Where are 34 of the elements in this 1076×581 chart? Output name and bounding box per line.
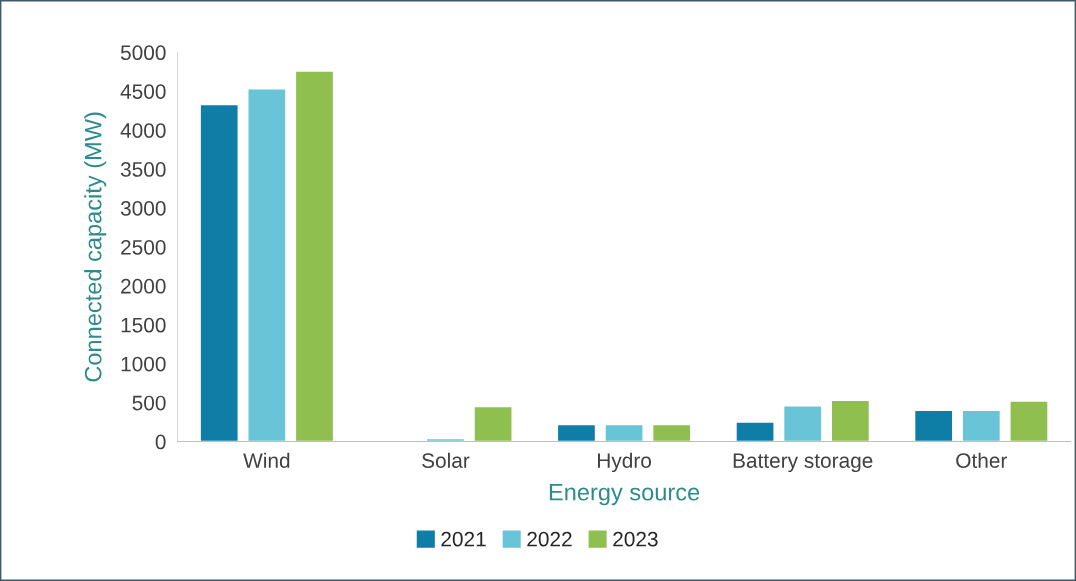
- legend-label: 2023: [613, 531, 658, 547]
- y-tick-label: 1000: [121, 356, 166, 372]
- legend-label: 2021: [441, 531, 486, 547]
- y-tick-label: 4000: [120, 123, 166, 138]
- legend-label: 2022: [527, 531, 572, 547]
- y-tick-label: 5000: [120, 45, 166, 61]
- bar: [473, 405, 513, 442]
- y-tick-label: 0: [155, 434, 166, 450]
- x-tick-label: Hydro: [598, 452, 651, 473]
- x-tick-label: Solar: [422, 452, 470, 468]
- y-tick-label: 2500: [121, 239, 166, 255]
- bar: [604, 423, 644, 442]
- x-tick-label: Other: [956, 452, 1008, 468]
- y-tick-label: 3500: [120, 162, 166, 177]
- bar: [961, 409, 1002, 442]
- bar: [830, 399, 871, 442]
- y-tick-label: 500: [132, 395, 166, 411]
- bar: [1009, 400, 1049, 442]
- bar: [782, 405, 823, 442]
- bar: [651, 423, 692, 442]
- y-axis-title: Connected capacity (MW): [84, 112, 107, 382]
- bar: [199, 103, 239, 442]
- bar: [247, 88, 287, 442]
- y-tick-label: 3000: [120, 201, 166, 216]
- bar: [294, 70, 335, 442]
- y-tick-label: 2000: [121, 278, 166, 294]
- bar: [913, 409, 954, 442]
- bar: [556, 423, 597, 442]
- bar: [735, 421, 775, 442]
- x-axis-title: Energy source: [549, 484, 700, 506]
- x-tick-label: Wind: [243, 452, 290, 468]
- y-tick-label: 1500: [121, 317, 166, 333]
- x-tick-label: Battery storage: [733, 453, 873, 473]
- y-tick-label: 4500: [120, 84, 166, 99]
